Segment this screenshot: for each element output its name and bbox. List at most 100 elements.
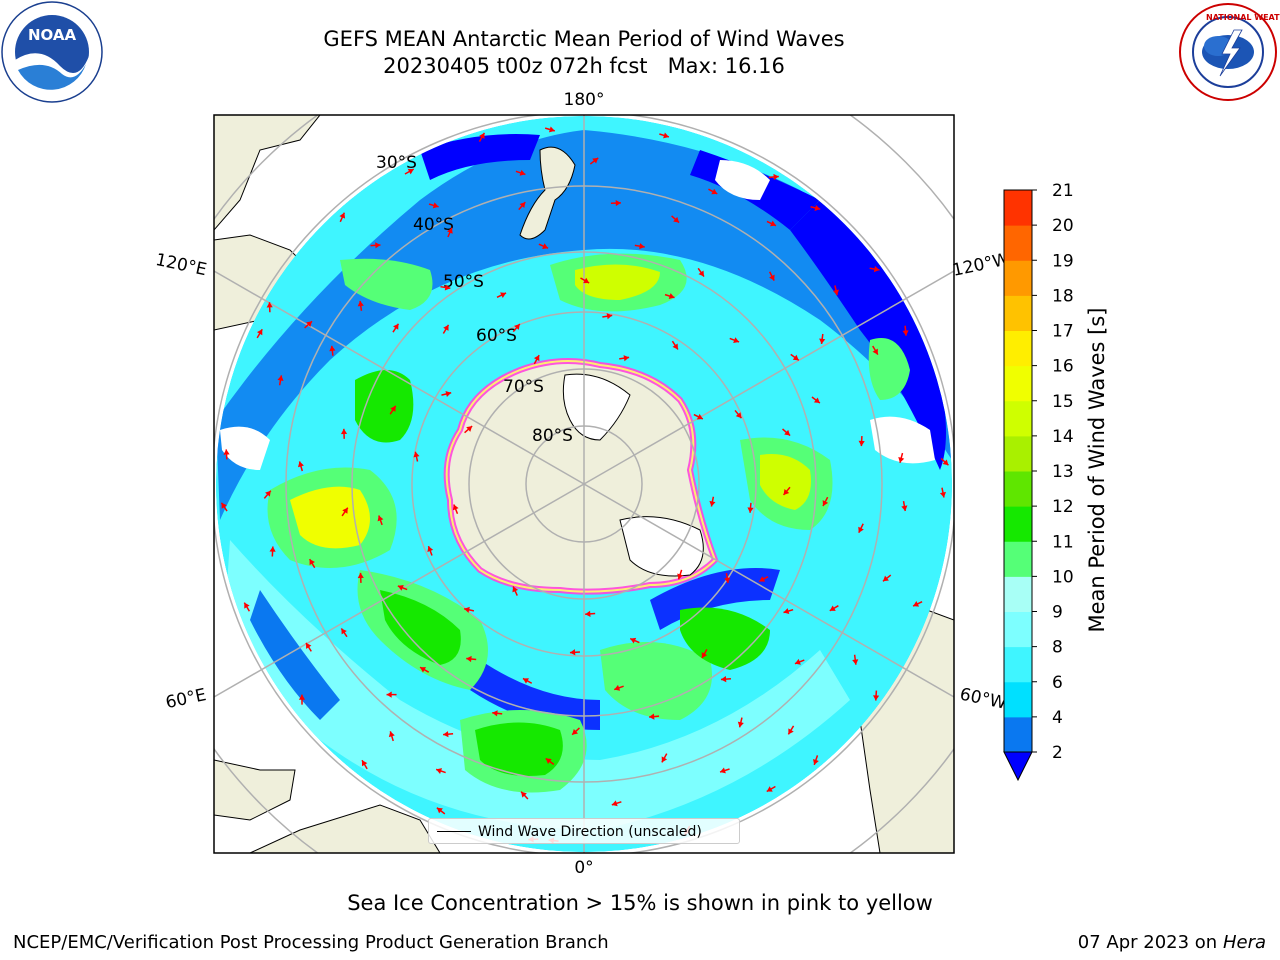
colorbar-tick-label: 12	[1052, 497, 1074, 517]
colorbar-segment	[1004, 576, 1032, 612]
wave-direction-arrowhead	[340, 428, 348, 435]
colorbar-segment	[1004, 225, 1032, 261]
colorbar-segment	[1004, 681, 1032, 718]
colorbar-segment	[1004, 611, 1032, 648]
wave-direction-arrowhead	[872, 695, 880, 701]
footer-host: Hera	[1222, 932, 1266, 953]
wave-direction-arrowhead	[882, 575, 889, 582]
wave-direction-arrowhead	[542, 243, 549, 249]
wave-direction-arrowhead	[413, 451, 420, 458]
wave-direction-arrowhead	[858, 526, 864, 533]
wave-direction-arrowhead	[747, 507, 754, 513]
wave-direction-arrowhead	[819, 338, 826, 344]
wave-direction-arrowhead	[639, 243, 645, 250]
wave-direction-arrowhead	[788, 728, 794, 735]
colorbar-tick-label: 9	[1052, 603, 1063, 623]
wave-direction-arrowhead	[393, 323, 399, 330]
footer-credit: NCEP/EMC/Verification Post Processing Pr…	[13, 932, 609, 953]
colorbar-segment	[1004, 435, 1032, 472]
wave-direction-arrowhead	[769, 274, 775, 281]
wave-direction-arrowhead	[223, 449, 230, 455]
colorbar-segment	[1004, 260, 1032, 296]
wave-direction-arrowhead	[256, 329, 263, 336]
wave-direction-arrowhead	[720, 767, 726, 774]
wave-direction-arrowhead	[872, 348, 878, 355]
wave-direction-arrowhead	[614, 684, 621, 691]
map-legend: Wind Wave Direction (unscaled)	[428, 818, 740, 844]
colorbar-tick-label: 8	[1052, 638, 1063, 658]
wave-direction-arrowhead	[357, 572, 364, 579]
colorbar-label: Mean Period of Wind Waves [s]	[1085, 307, 1109, 633]
lon-label-0: 0°	[574, 858, 593, 878]
wave-direction-arrowhead	[737, 721, 744, 728]
wave-direction-arrowhead	[377, 515, 384, 522]
wave-direction-arrowhead	[545, 758, 552, 764]
wave-direction-arrowhead	[696, 413, 703, 420]
lat-label-60s: 60°S	[476, 326, 517, 346]
wave-direction-arrowhead	[447, 227, 453, 234]
wave-direction-arrowhead	[386, 691, 392, 698]
wave-direction-arrowhead	[822, 500, 829, 507]
wave-direction-arrowhead	[269, 546, 276, 552]
wave-direction-arrowhead	[265, 490, 271, 497]
lat-label-70s: 70°S	[503, 377, 544, 397]
colorbar-tick-label: 18	[1052, 286, 1074, 306]
colorbar-tick-label: 6	[1052, 673, 1063, 693]
wave-direction-arrowhead	[452, 504, 459, 511]
wave-direction-arrowhead	[297, 461, 304, 468]
wave-direction-arrowhead	[361, 760, 368, 767]
colorbar-segment	[1004, 471, 1032, 507]
longitude-gridlines	[214, 115, 954, 853]
wave-direction-arrowhead	[519, 202, 526, 208]
legend-line-sample	[437, 831, 471, 832]
ross-ice-shelf	[562, 373, 631, 441]
wave-direction-arrowhead	[445, 390, 452, 397]
wave-direction-arrowhead	[766, 786, 773, 792]
wave-direction-arrowhead	[492, 710, 498, 717]
colorbar-tick-label: 20	[1052, 216, 1074, 236]
wave-direction-arrowhead	[592, 157, 599, 164]
wave-direction-arrowhead	[464, 606, 470, 613]
wave-direction-arrowhead	[341, 628, 347, 635]
wave-direction-arrowhead	[623, 355, 630, 362]
wave-direction-arrowhead	[390, 405, 396, 412]
wave-direction-arrowhead	[306, 642, 312, 649]
wave-direction-arrowhead	[444, 284, 451, 291]
wave-direction-arrowhead	[720, 676, 727, 683]
chart-subtitle-forecast: 20230405 t00z 072h fcst Max: 16.16	[383, 54, 785, 78]
wave-direction-arrowhead	[698, 270, 704, 277]
wave-direction-arrowhead	[420, 667, 427, 673]
nws-logo: NATIONAL WEATHER SERVICE	[1179, 3, 1280, 101]
colorbar-segment	[1004, 190, 1032, 226]
wave-direction-arrowhead	[277, 375, 284, 381]
land-new-zealand	[519, 146, 576, 240]
colorbar-tick-label: 19	[1052, 251, 1074, 271]
wave-direction-arrowhead	[298, 694, 306, 700]
colorbar-tick-label: 21	[1052, 181, 1074, 201]
nws-ring-text: NATIONAL WEATHER SERVICE	[1206, 13, 1280, 22]
wave-direction-arrowhead	[407, 168, 414, 175]
wave-direction-arrowhead	[611, 800, 618, 807]
wave-direction-arrowhead	[606, 313, 613, 320]
wave-direction-arrowhead	[814, 204, 821, 211]
colorbar-segment	[1004, 295, 1032, 331]
wave-direction-arrowhead	[615, 199, 621, 207]
wave-direction-arrowhead	[668, 293, 675, 300]
colorbar-segments	[1003, 189, 1033, 782]
lon-label-180: 180°	[564, 90, 605, 110]
wave-direction-arrowhead	[812, 758, 819, 765]
colorbar-tick-label: 10	[1052, 567, 1074, 587]
wave-direction-arrowhead	[569, 649, 576, 656]
wave-direction-arrowhead	[512, 586, 519, 593]
colorbar-tick-label: 17	[1052, 322, 1074, 342]
wave-direction-arrowhead	[443, 731, 449, 738]
wave-direction-arrowhead	[663, 132, 669, 139]
wave-direction-arrowhead	[548, 126, 555, 133]
wave-direction-arrowhead	[898, 457, 905, 463]
noaa-logo-text: NOAA	[28, 26, 77, 44]
weddell-ice-shelf	[619, 516, 704, 577]
wave-direction-arrowhead	[266, 302, 273, 308]
wave-direction-arrowhead	[901, 505, 908, 511]
chart-title: GEFS MEAN Antarctic Mean Period of Wind …	[323, 27, 845, 51]
